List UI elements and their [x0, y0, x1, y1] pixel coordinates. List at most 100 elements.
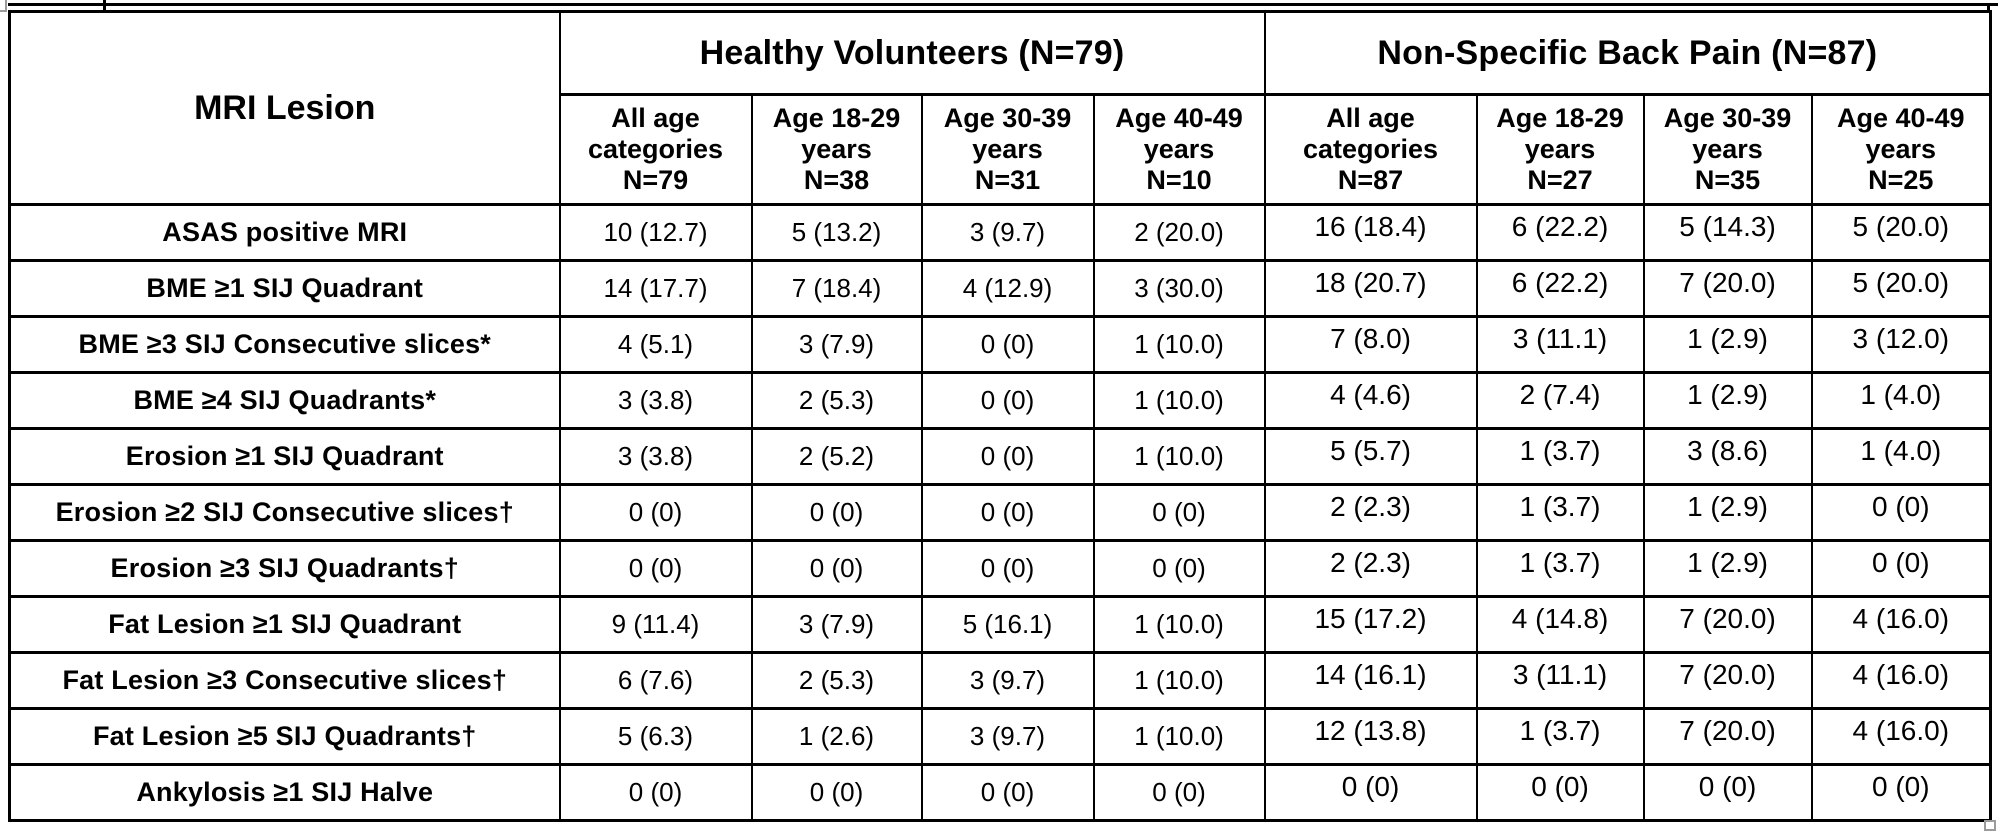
nsbp-value-cell: 2 (7.4) [1475, 371, 1645, 430]
hv-value-cell: 3 (3.8) [558, 427, 753, 486]
hv-value-cell: 0 (0) [558, 483, 753, 542]
hv-value-cell: 7 (18.4) [750, 259, 923, 318]
nsbp-value-cell: 0 (0) [1810, 539, 1992, 598]
top-horizontal-rule [8, 3, 1998, 6]
nsbp-value-cell: 1 (3.7) [1475, 539, 1645, 598]
hv-value-cell: 5 (13.2) [750, 203, 923, 262]
top-rule-right-tick [1987, 3, 1990, 12]
sub-header-row: All age categories N=79 Age 18-29 years … [10, 93, 1992, 206]
nsbp-value-cell: 1 (2.9) [1642, 315, 1813, 374]
lesion-name-cell: Fat Lesion ≥5 SIJ Quadrants† [8, 707, 561, 766]
hv-value-cell: 1 (10.0) [1092, 707, 1266, 766]
hv-value-cell: 3 (7.9) [750, 595, 923, 654]
nsbp-value-cell: 4 (16.0) [1810, 707, 1992, 766]
table-row: BME ≥3 SIJ Consecutive slices* 4 (5.1) 3 (… [8, 315, 1992, 374]
nsbp-value-cell: 0 (0) [1263, 763, 1478, 822]
hv-value-cell: 1 (10.0) [1092, 595, 1266, 654]
hv-value-cell: 6 (7.6) [558, 651, 753, 710]
lesion-name-cell: BME ≥1 SIJ Quadrant [8, 259, 561, 318]
column-header-nsbp-all-age: All age categories N=87 [1263, 93, 1478, 206]
table-row: BME ≥1 SIJ Quadrant 14 (17.7) 7 (18.4) 4 (1… [8, 259, 1992, 318]
hv-value-cell: 3 (9.7) [920, 707, 1095, 766]
table-row: Erosion ≥1 SIJ Quadrant 3 (3.8) 2 (5.2) 0 (… [8, 427, 1992, 486]
selection-resize-handle-bottom-right[interactable] [1984, 820, 1996, 831]
nsbp-value-cell: 15 (17.2) [1263, 595, 1478, 654]
lesion-name-cell: Ankylosis ≥1 SIJ Halve [8, 763, 561, 822]
nsbp-value-cell: 1 (3.7) [1475, 483, 1645, 542]
group-header-row: MRI Lesion Healthy Volunteers (N=79) Non… [8, 10, 1992, 206]
lesion-name-cell: Erosion ≥2 SIJ Consecutive slices† [8, 483, 561, 542]
column-header-hv-all-age: All age categories N=79 [558, 93, 753, 206]
nsbp-value-cell: 4 (4.6) [1263, 371, 1478, 430]
hv-value-cell: 0 (0) [920, 315, 1095, 374]
nsbp-value-cell: 0 (0) [1810, 483, 1992, 542]
nsbp-value-cell: 5 (20.0) [1810, 203, 1992, 262]
hv-value-cell: 0 (0) [558, 763, 753, 822]
table-body: ASAS positive MRI 10 (12.7) 5 (13.2) 3 (9.7… [8, 203, 1992, 822]
hv-value-cell: 2 (5.3) [750, 651, 923, 710]
nsbp-value-cell: 0 (0) [1475, 763, 1645, 822]
nsbp-value-cell: 2 (2.3) [1263, 539, 1478, 598]
nsbp-value-cell: 0 (0) [1642, 763, 1813, 822]
nsbp-value-cell: 1 (4.0) [1810, 427, 1992, 486]
group-header-healthy-volunteers: Healthy Volunteers (N=79) [558, 10, 1266, 96]
hv-value-cell: 0 (0) [920, 539, 1095, 598]
lesion-name-cell: Fat Lesion ≥1 SIJ Quadrant [8, 595, 561, 654]
nsbp-value-cell: 0 (0) [1810, 763, 1992, 822]
top-rule-column-tick [103, 0, 106, 12]
hv-value-cell: 10 (12.7) [558, 203, 753, 262]
table-row: BME ≥4 SIJ Quadrants* 3 (3.8) 2 (5.3) 0 (0)… [8, 371, 1992, 430]
nsbp-value-cell: 1 (2.9) [1642, 483, 1813, 542]
hv-value-cell: 1 (10.0) [1092, 651, 1266, 710]
hv-value-cell: 3 (3.8) [558, 371, 753, 430]
column-header-hv-age-30-39: Age 30-39 years N=31 [920, 93, 1095, 206]
nsbp-value-cell: 1 (4.0) [1810, 371, 1992, 430]
hv-value-cell: 3 (7.9) [750, 315, 923, 374]
table-row: Fat Lesion ≥1 SIJ Quadrant 9 (11.4) 3 (7.9… [8, 595, 1992, 654]
nsbp-value-cell: 3 (8.6) [1642, 427, 1813, 486]
hv-value-cell: 3 (30.0) [1092, 259, 1266, 318]
hv-value-cell: 0 (0) [920, 427, 1095, 486]
group-header-non-specific-back-pain: Non-Specific Back Pain (N=87) [1263, 10, 1992, 96]
hv-value-cell: 3 (9.7) [920, 651, 1095, 710]
hv-value-cell: 4 (5.1) [558, 315, 753, 374]
nsbp-value-cell: 7 (20.0) [1642, 259, 1813, 318]
hv-value-cell: 4 (12.9) [920, 259, 1095, 318]
nsbp-value-cell: 5 (5.7) [1263, 427, 1478, 486]
hv-value-cell: 0 (0) [1092, 763, 1266, 822]
lesion-name-cell: ASAS positive MRI [8, 203, 561, 262]
lesion-name-cell: BME ≥3 SIJ Consecutive slices* [8, 315, 561, 374]
column-header-nsbp-age-40-49: Age 40-49 years N=25 [1810, 93, 1992, 206]
table-row: Ankylosis ≥1 SIJ Halve 0 (0) 0 (0) 0 (0) 0 (… [8, 763, 1992, 822]
hv-value-cell: 0 (0) [920, 371, 1095, 430]
lesion-name-cell: BME ≥4 SIJ Quadrants* [8, 371, 561, 430]
nsbp-value-cell: 18 (20.7) [1263, 259, 1478, 318]
hv-value-cell: 2 (5.3) [750, 371, 923, 430]
hv-value-cell: 0 (0) [920, 763, 1095, 822]
hv-value-cell: 5 (16.1) [920, 595, 1095, 654]
table-row: ASAS positive MRI 10 (12.7) 5 (13.2) 3 (9.7… [8, 203, 1992, 262]
lesion-name-cell: Erosion ≥3 SIJ Quadrants† [8, 539, 561, 598]
hv-value-cell: 1 (10.0) [1092, 427, 1266, 486]
nsbp-value-cell: 14 (16.1) [1263, 651, 1478, 710]
hv-value-cell: 0 (0) [750, 483, 923, 542]
hv-value-cell: 2 (20.0) [1092, 203, 1266, 262]
nsbp-value-cell: 12 (13.8) [1263, 707, 1478, 766]
hv-value-cell: 0 (0) [558, 539, 753, 598]
nsbp-value-cell: 2 (2.3) [1263, 483, 1478, 542]
table-row: Erosion ≥2 SIJ Consecutive slices† 0 (0) 0… [8, 483, 1992, 542]
selection-resize-handle-top-left[interactable] [0, 0, 7, 12]
lesion-name-cell: Erosion ≥1 SIJ Quadrant [8, 427, 561, 486]
nsbp-value-cell: 4 (16.0) [1810, 595, 1992, 654]
lesion-name-cell: Fat Lesion ≥3 Consecutive slices† [8, 651, 561, 710]
nsbp-value-cell: 3 (12.0) [1810, 315, 1992, 374]
hv-value-cell: 14 (17.7) [558, 259, 753, 318]
nsbp-value-cell: 4 (16.0) [1810, 651, 1992, 710]
hv-value-cell: 5 (6.3) [558, 707, 753, 766]
hv-value-cell: 1 (10.0) [1092, 371, 1266, 430]
nsbp-value-cell: 7 (20.0) [1642, 707, 1813, 766]
hv-value-cell: 2 (5.2) [750, 427, 923, 486]
hv-value-cell: 0 (0) [750, 763, 923, 822]
nsbp-value-cell: 6 (22.2) [1475, 259, 1645, 318]
column-header-hv-age-18-29: Age 18-29 years N=38 [750, 93, 923, 206]
